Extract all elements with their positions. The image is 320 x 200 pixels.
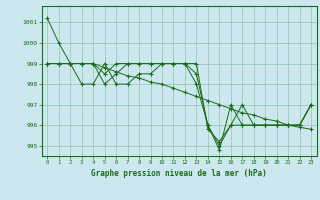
X-axis label: Graphe pression niveau de la mer (hPa): Graphe pression niveau de la mer (hPa) bbox=[91, 169, 267, 178]
